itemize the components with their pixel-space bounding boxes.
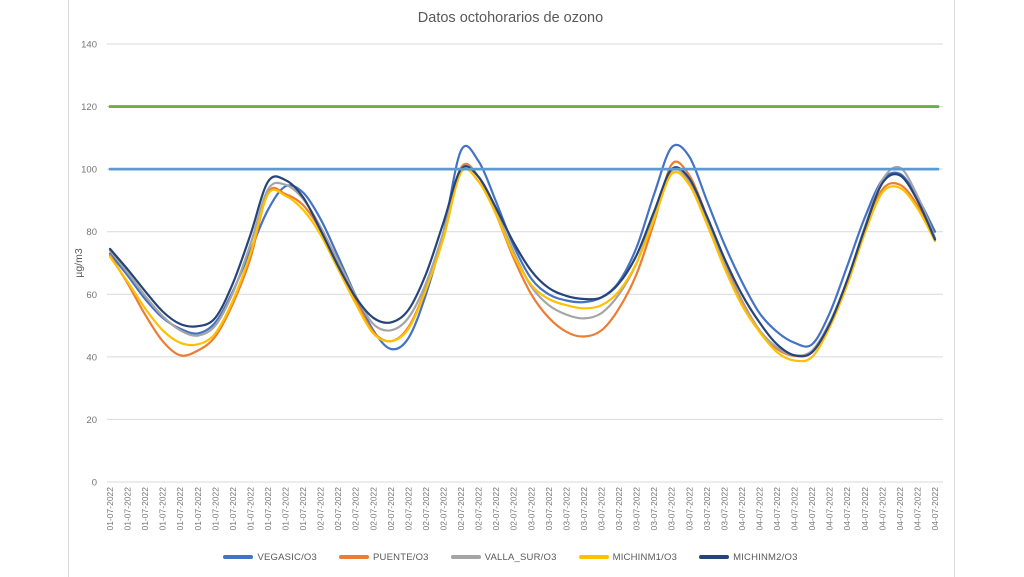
x-axis-tick-label: 01-07-2022 <box>105 487 115 531</box>
x-axis-tick-label: 03-07-2022 <box>579 487 589 531</box>
x-axis-tick-label: 03-07-2022 <box>684 487 694 531</box>
chart-frame <box>68 0 955 577</box>
x-axis-tick-label: 03-07-2022 <box>526 487 536 531</box>
x-axis-tick-label: 04-07-2022 <box>807 487 817 531</box>
x-axis-tick-label: 04-07-2022 <box>895 487 905 531</box>
legend-marker <box>699 555 730 559</box>
x-axis-tick-label: 02-07-2022 <box>491 487 501 531</box>
x-axis-tick-label: 04-07-2022 <box>772 487 782 531</box>
x-axis-tick-label: 02-07-2022 <box>403 487 413 531</box>
x-axis-tick-label: 03-07-2022 <box>632 487 642 531</box>
x-axis-tick-label: 02-07-2022 <box>333 487 343 531</box>
x-axis-tick-label: 02-07-2022 <box>386 487 396 531</box>
legend-label: MICHINM2/O3 <box>733 551 798 563</box>
x-axis-tick-label: 02-07-2022 <box>456 487 466 531</box>
legend-item: VEGASIC/O3 <box>223 552 317 563</box>
x-axis-tick-label: 04-07-2022 <box>825 487 835 531</box>
x-axis-tick-label: 02-07-2022 <box>439 487 449 531</box>
x-axis-tick-label: 04-07-2022 <box>912 487 922 531</box>
y-axis-title: µg/m3 <box>73 248 85 278</box>
x-axis-tick-label: 02-07-2022 <box>316 487 326 531</box>
x-axis-tick-label: 04-07-2022 <box>737 487 747 531</box>
legend-item: MICHINM1/O3 <box>578 551 678 563</box>
legend-marker <box>578 555 609 559</box>
legend-label: VALLA_SUR/O3 <box>484 551 557 563</box>
legend-label: PUENTE/O3 <box>373 551 429 563</box>
x-axis-tick-label: 01-07-2022 <box>210 487 220 531</box>
y-axis-tick-label: 100 <box>81 165 97 176</box>
x-axis-tick-label: 04-07-2022 <box>877 487 887 531</box>
legend-item: VALLA_SUR/O3 <box>450 551 557 563</box>
series-line-vegasic-o3 <box>108 143 937 351</box>
x-axis-tick-label: 01-07-2022 <box>228 487 238 531</box>
x-axis-tick-label: 02-07-2022 <box>351 487 361 531</box>
y-axis-tick-label: 40 <box>86 352 97 363</box>
x-axis-tick-label: 01-07-2022 <box>175 487 185 531</box>
x-axis-tick-label: 01-07-2022 <box>193 487 203 531</box>
x-axis-tick-label: 03-07-2022 <box>702 487 712 531</box>
legend-marker <box>223 555 254 559</box>
legend-label: MICHINM1/O3 <box>612 551 678 563</box>
chart-title: Datos octohorarios de ozono <box>417 10 604 26</box>
legend-marker <box>339 555 369 559</box>
x-axis-tick-label: 03-07-2022 <box>544 487 554 531</box>
y-axis-tick-label: 120 <box>81 102 97 113</box>
x-axis-tick-label: 04-07-2022 <box>842 487 852 531</box>
legend-label: VEGASIC/O3 <box>257 551 317 563</box>
x-axis-tick-label: 04-07-2022 <box>790 487 800 531</box>
y-axis-tick-label: 140 <box>81 40 97 51</box>
x-axis-tick-label: 02-07-2022 <box>421 487 431 531</box>
series-line-michinm2-o3 <box>108 165 937 358</box>
legend-marker <box>450 555 481 559</box>
x-axis-tick-label: 03-07-2022 <box>649 487 659 531</box>
y-axis-tick-label: 80 <box>86 227 97 238</box>
legend-item: MICHINM2/O3 <box>699 552 797 563</box>
y-axis-tick-label: 60 <box>86 290 97 301</box>
x-axis-tick-label: 04-07-2022 <box>860 487 870 531</box>
x-axis-tick-label: 02-07-2022 <box>474 487 484 531</box>
x-axis-tick-label: 03-07-2022 <box>596 487 606 531</box>
x-axis-tick-label: 03-07-2022 <box>719 487 729 531</box>
x-axis-tick-label: 03-07-2022 <box>667 487 677 531</box>
y-axis-tick-label: 0 <box>92 478 97 489</box>
x-axis-tick-label: 01-07-2022 <box>298 487 308 531</box>
x-axis-tick-label: 02-07-2022 <box>368 487 378 531</box>
x-axis-tick-label: 02-07-2022 <box>509 487 519 531</box>
chart-legend: VEGASIC/O3 PUENTE/O3 VALLA_SUR/O3 MICHINM1/… <box>68 549 953 565</box>
x-axis-tick-label: 01-07-2022 <box>123 487 133 531</box>
x-axis-tick-label: 04-07-2022 <box>754 487 764 531</box>
x-axis-tick-label: 01-07-2022 <box>281 487 291 531</box>
legend-item: PUENTE/O3 <box>339 552 429 563</box>
x-axis-tick-label: 01-07-2022 <box>245 487 255 531</box>
series-line-valla-sur-o3 <box>108 164 937 357</box>
x-axis-tick-label: 03-07-2022 <box>614 487 624 531</box>
series-line-michinm1-o3 <box>108 167 937 363</box>
x-axis-tick-label: 04-07-2022 <box>930 487 940 531</box>
x-axis-tick-label: 01-07-2022 <box>263 487 273 531</box>
y-axis-tick-label: 20 <box>86 415 97 426</box>
x-axis-tick-label: 01-07-2022 <box>140 487 150 531</box>
x-axis-tick-label: 01-07-2022 <box>158 487 168 531</box>
x-axis-tick-label: 03-07-2022 <box>561 487 571 531</box>
